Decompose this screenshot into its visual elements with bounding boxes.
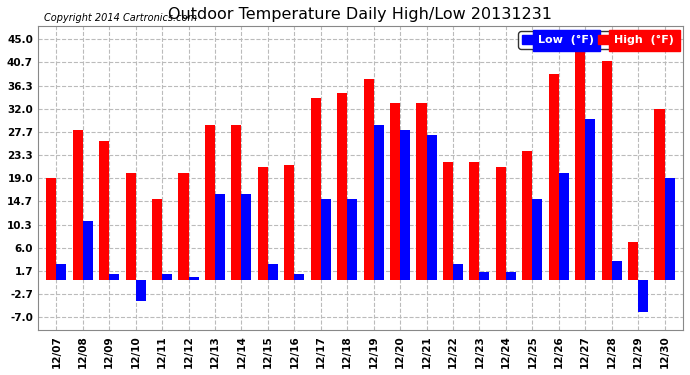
Bar bbox=[284, 165, 295, 280]
Bar bbox=[46, 178, 57, 280]
Bar bbox=[611, 261, 622, 280]
Bar bbox=[295, 274, 304, 280]
Bar bbox=[374, 125, 384, 280]
Bar bbox=[152, 200, 162, 280]
Bar bbox=[506, 272, 516, 280]
Title: Outdoor Temperature Daily High/Low 20131231: Outdoor Temperature Daily High/Low 20131… bbox=[168, 7, 553, 22]
Bar bbox=[215, 194, 225, 280]
Bar bbox=[258, 167, 268, 280]
Bar bbox=[417, 104, 426, 280]
Bar bbox=[628, 242, 638, 280]
Bar bbox=[664, 178, 675, 280]
Bar bbox=[321, 200, 331, 280]
Bar bbox=[400, 130, 410, 280]
Bar bbox=[188, 277, 199, 280]
Bar bbox=[231, 125, 241, 280]
Bar bbox=[57, 264, 66, 280]
Bar bbox=[390, 104, 400, 280]
Bar bbox=[575, 39, 585, 280]
Bar bbox=[99, 141, 109, 280]
Bar bbox=[179, 173, 188, 280]
Bar bbox=[426, 135, 437, 280]
Bar bbox=[469, 162, 480, 280]
Bar bbox=[453, 264, 463, 280]
Bar bbox=[549, 74, 559, 280]
Bar bbox=[364, 79, 374, 280]
Bar bbox=[268, 264, 278, 280]
Bar bbox=[126, 173, 136, 280]
Bar bbox=[83, 221, 93, 280]
Bar bbox=[136, 280, 146, 301]
Bar bbox=[205, 125, 215, 280]
Bar bbox=[443, 162, 453, 280]
Bar bbox=[241, 194, 251, 280]
Bar bbox=[109, 274, 119, 280]
Bar bbox=[638, 280, 648, 312]
Bar bbox=[72, 130, 83, 280]
Text: Copyright 2014 Cartronics.com: Copyright 2014 Cartronics.com bbox=[44, 13, 197, 23]
Bar bbox=[310, 98, 321, 280]
Bar bbox=[532, 200, 542, 280]
Bar bbox=[337, 93, 347, 280]
Bar bbox=[602, 61, 611, 280]
Bar bbox=[522, 152, 532, 280]
Bar bbox=[496, 167, 506, 280]
Legend: Low  (°F), High  (°F): Low (°F), High (°F) bbox=[518, 32, 678, 48]
Bar bbox=[655, 109, 664, 280]
Bar bbox=[480, 272, 489, 280]
Bar bbox=[585, 119, 595, 280]
Bar bbox=[162, 274, 172, 280]
Bar bbox=[559, 173, 569, 280]
Bar bbox=[347, 200, 357, 280]
